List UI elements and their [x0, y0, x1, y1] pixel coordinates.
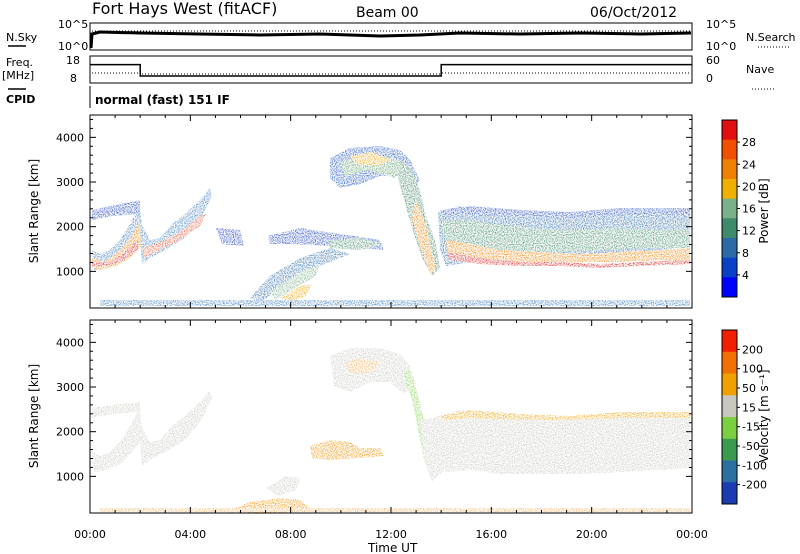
nsky-label: N.Sky	[6, 31, 38, 44]
velocity-colorbar-swatch	[722, 351, 737, 374]
power-colorbar-tick-label: 20	[742, 180, 756, 193]
velocity-ytick-label: 3000	[56, 381, 84, 394]
freq-unit: [MHz]	[2, 69, 34, 82]
nave-tick-high: 60	[706, 54, 720, 67]
power-colorbar-swatch	[722, 198, 737, 219]
velocity-colorbar-tick-label: -15	[742, 421, 760, 434]
noise-tick-right-high: 10^5	[706, 18, 736, 31]
power-colorbar-swatch	[722, 257, 737, 278]
power-colorbar-tick-label: 8	[742, 247, 749, 260]
velocity-colorbar-swatch	[722, 460, 737, 483]
cpid-label: CPID	[6, 93, 35, 106]
power-ylabel: Slant Range [km]	[27, 159, 41, 263]
nave-tick-low: 0	[706, 72, 713, 85]
velocity-colorbar-tick-label: 15	[742, 401, 756, 414]
freq-tick-high: 18	[66, 54, 80, 67]
power-colorbar-swatch	[722, 277, 737, 298]
noise-panel: 10^5 10^0 10^5 10^0 N.Sky N.Search	[6, 18, 796, 53]
velocity-colorbar-tick-label: -200	[742, 479, 767, 492]
freq-tick-low: 8	[70, 72, 77, 85]
nave-line	[92, 72, 690, 75]
velocity-ytick-label: 1000	[56, 470, 84, 483]
power-colorbar-swatch	[722, 139, 737, 160]
velocity-x-axis: 00:00 04:00 08:00 12:00 16:00 20:00 00:00	[74, 320, 708, 541]
velocity-panel: 1000 2000 3000 4000 00:00 04:00 08:00 12:00 16:…	[27, 319, 708, 541]
power-colorbar: 28 24 20 16 12 8 4	[721, 119, 756, 298]
velocity-colorbar: 200 100 50 15 -15 -50 -100 -200	[721, 329, 767, 505]
velocity-xtick-label: 08:00	[275, 528, 307, 541]
power-colorbar-swatch	[722, 179, 737, 200]
power-x-axis	[89, 115, 693, 308]
velocity-colorbar-swatch	[722, 482, 737, 505]
noise-tick-left-low: 10^0	[58, 40, 88, 53]
cpid-value: normal (fast) 151 IF	[95, 93, 230, 107]
date-label: 06/Oct/2012	[590, 5, 677, 21]
velocity-xtick-label: 16:00	[475, 528, 507, 541]
power-colorbar-label: Power [dB]	[757, 178, 771, 243]
power-scatter	[92, 146, 690, 306]
velocity-colorbar-swatch	[722, 438, 737, 461]
velocity-colorbar-tick-label: 200	[742, 343, 763, 356]
velocity-ylabel: Slant Range [km]	[27, 364, 41, 468]
power-colorbar-tick-label: 12	[742, 225, 756, 238]
velocity-xtick-label: 12:00	[375, 528, 407, 541]
velocity-colorbar-tick-label: 100	[742, 363, 763, 376]
velocity-colorbar-swatch	[722, 330, 737, 353]
noise-tick-right-low: 10^0	[706, 40, 736, 53]
beam-label: Beam 00	[356, 5, 419, 21]
power-colorbar-swatch	[722, 238, 737, 259]
velocity-colorbar-swatch	[722, 395, 737, 418]
velocity-colorbar-label: Velocity [m s⁻¹]	[757, 369, 771, 462]
freq-line	[90, 63, 692, 77]
velocity-xtick-label: 00:00	[74, 528, 106, 541]
nsky-line	[89, 30, 692, 49]
velocity-colorbar-tick-label: -100	[742, 459, 767, 472]
velocity-colorbar-swatch	[722, 373, 737, 396]
velocity-scatter	[92, 348, 690, 514]
velocity-xtick-label: 20:00	[576, 528, 608, 541]
velocity-colorbar-swatch	[722, 417, 737, 440]
power-colorbar-tick-label: 28	[742, 136, 756, 149]
power-colorbar-swatch	[722, 159, 737, 180]
nsearch-label: N.Search	[746, 31, 796, 44]
freq-label: Freq.	[6, 56, 33, 69]
power-ytick-label: 1000	[56, 265, 84, 278]
noise-tick-left-high: 10^5	[58, 18, 88, 31]
power-ytick-label: 2000	[56, 221, 84, 234]
cpid-panel: CPID normal (fast) 151 IF	[6, 86, 230, 108]
velocity-ytick-label: 2000	[56, 426, 84, 439]
velocity-y-axis: 1000 2000 3000 4000	[56, 323, 692, 483]
velocity-ytick-label: 4000	[56, 336, 84, 349]
velocity-colorbar-frame	[721, 329, 738, 505]
power-colorbar-swatch	[722, 120, 737, 141]
nave-label: Nave	[746, 63, 774, 76]
velocity-colorbar-tick-label: -50	[742, 440, 760, 453]
power-colorbar-tick-label: 4	[742, 269, 749, 282]
power-y-axis: 1000 2000 3000 4000	[56, 118, 692, 278]
power-panel: 1000 2000 3000 4000 Slant Range [km]	[27, 114, 693, 309]
velocity-xtick-label: 00:00	[676, 528, 708, 541]
power-colorbar-tick-label: 24	[742, 158, 756, 171]
velocity-xtick-label: 04:00	[174, 528, 206, 541]
power-colorbar-tick-label: 16	[742, 203, 756, 216]
power-colorbar-swatch	[722, 218, 737, 239]
velocity-colorbar-tick-label: 50	[742, 382, 756, 395]
power-ytick-label: 4000	[56, 131, 84, 144]
station-title: Fort Hays West (fitACF)	[92, 0, 277, 18]
power-ytick-label: 3000	[56, 176, 84, 189]
freq-panel: 18 8 60 0 Freq. [MHz] Nave	[2, 54, 776, 90]
time-axis-label: Time UT	[367, 541, 418, 554]
